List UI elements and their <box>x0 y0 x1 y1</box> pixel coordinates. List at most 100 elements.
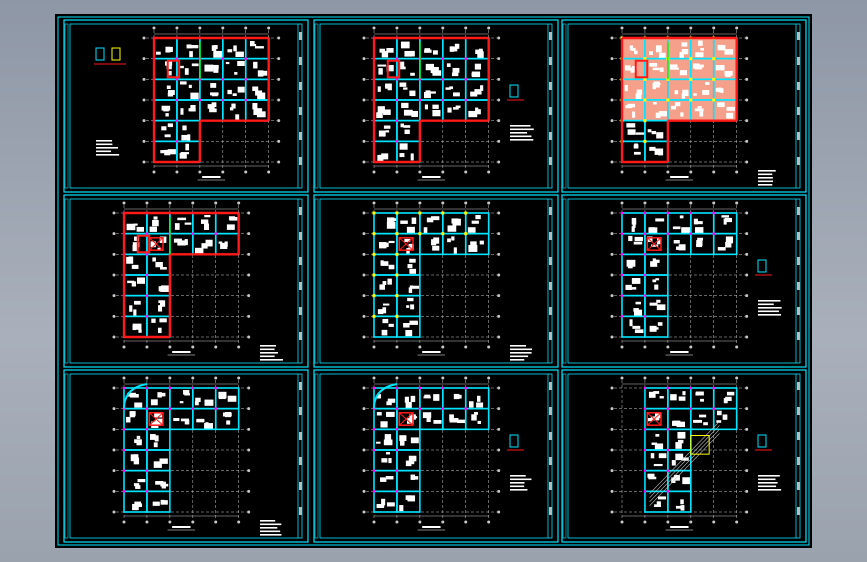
sheet-inner-frame <box>319 23 553 189</box>
room-label <box>181 134 188 141</box>
axis-bubble <box>362 335 366 339</box>
room-label <box>654 259 660 263</box>
sheet-2[interactable] <box>313 19 559 193</box>
axis-bubble <box>712 345 716 349</box>
column-detail <box>509 434 519 448</box>
room-label <box>671 477 676 483</box>
room-label <box>134 501 142 506</box>
room-label <box>447 238 451 243</box>
axis-bubble <box>237 520 241 524</box>
room-label <box>158 286 165 292</box>
general-notes-text <box>260 359 283 361</box>
room-label <box>682 89 689 97</box>
room-label <box>399 66 406 70</box>
room-label <box>383 439 393 446</box>
general-notes-text <box>260 345 277 347</box>
axis-bubble <box>362 469 366 473</box>
axis-bubble <box>745 57 749 61</box>
room-label <box>404 396 409 403</box>
room-label <box>631 278 641 284</box>
room-label <box>454 43 460 49</box>
sheet-6[interactable] <box>561 194 807 368</box>
elevator-core <box>646 412 662 426</box>
sheet-4[interactable] <box>63 194 309 368</box>
axis-bubble <box>168 376 172 380</box>
room-label <box>627 103 636 108</box>
room-label <box>132 325 137 331</box>
column <box>666 407 670 410</box>
column <box>643 253 647 256</box>
sheet-9[interactable] <box>561 369 807 543</box>
room-label <box>399 153 405 158</box>
axis-bubble <box>418 376 422 380</box>
room-label <box>658 52 666 59</box>
title-block-text <box>299 432 302 440</box>
room-label <box>410 72 415 76</box>
room-label <box>164 149 171 156</box>
room-label <box>626 123 636 128</box>
room-label <box>433 237 440 244</box>
room-label <box>407 297 414 302</box>
room-label <box>633 144 639 149</box>
sheet-8[interactable] <box>313 369 559 543</box>
room-label <box>715 65 725 71</box>
title-block-text <box>549 332 552 340</box>
room-label <box>173 417 180 422</box>
room-label <box>633 309 643 317</box>
axis-bubble <box>487 345 491 349</box>
elevator-core <box>148 412 164 426</box>
cad-canvas[interactable] <box>55 14 812 548</box>
room-label <box>224 411 232 418</box>
column <box>122 490 126 493</box>
sheet-7[interactable] <box>63 369 309 543</box>
room-label <box>179 401 184 404</box>
axis-bubble <box>112 211 116 215</box>
diagonal-ramp <box>649 421 720 495</box>
room-label <box>672 421 679 426</box>
title-block-text <box>797 407 800 415</box>
room-label <box>205 422 209 429</box>
column <box>395 232 399 236</box>
column <box>122 469 126 472</box>
room-label <box>406 418 414 424</box>
room-label <box>153 216 158 220</box>
general-notes-text <box>758 489 782 491</box>
axis-bubble <box>362 386 366 390</box>
room-label <box>624 84 628 92</box>
general-notes-text <box>758 482 778 484</box>
cad-drawing-viewport[interactable] <box>55 14 812 548</box>
sheet-frame <box>313 369 559 543</box>
column <box>666 448 670 452</box>
axis-bubble <box>372 26 376 30</box>
room-label <box>376 394 382 399</box>
sheet-5[interactable] <box>313 194 559 368</box>
room-label <box>655 218 665 222</box>
column <box>214 232 217 235</box>
axis-bubble <box>643 26 647 30</box>
room-label <box>408 455 417 462</box>
sheet-1[interactable] <box>63 19 309 193</box>
axis-bubble <box>247 232 251 236</box>
axis-bubble <box>362 77 366 81</box>
room-label <box>382 281 387 286</box>
room-label <box>697 237 704 241</box>
column-detail <box>111 47 121 61</box>
title-block-text <box>549 57 552 65</box>
sheet-frame <box>561 194 807 368</box>
sheet-3[interactable] <box>561 19 807 193</box>
room-label <box>164 134 171 138</box>
general-notes-text <box>758 170 776 172</box>
axis-bubble <box>142 160 146 164</box>
room-label <box>127 392 136 397</box>
room-label <box>674 90 679 95</box>
axis-bubble <box>145 520 149 524</box>
room-label <box>470 241 477 246</box>
axis-bubble <box>745 77 749 81</box>
room-label <box>134 439 142 444</box>
room-label <box>722 414 728 420</box>
axis-bubble <box>666 26 670 30</box>
axis-bubble <box>247 469 251 473</box>
room-label <box>188 84 192 89</box>
column <box>372 232 376 236</box>
general-notes-text <box>758 173 773 176</box>
